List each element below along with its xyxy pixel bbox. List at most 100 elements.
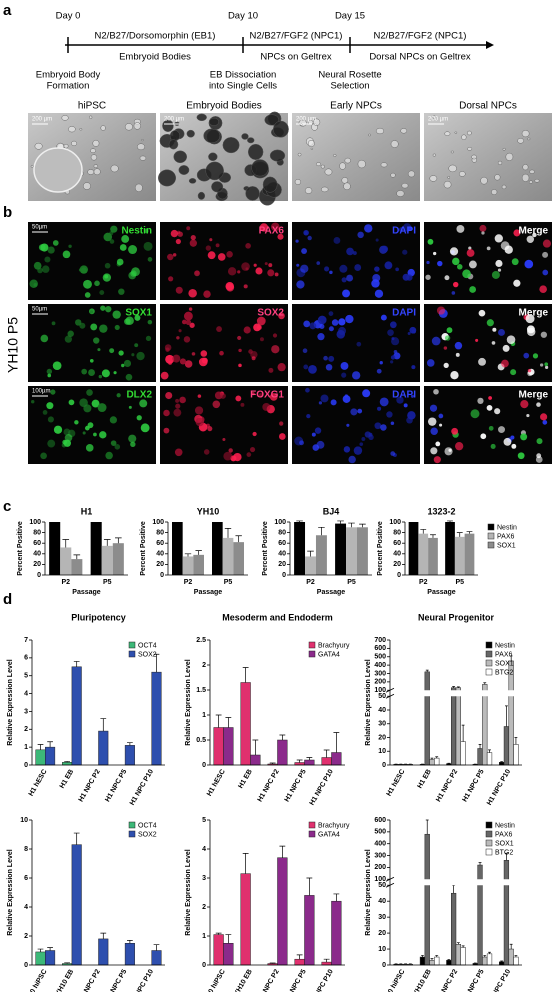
- bar: [294, 958, 305, 966]
- cell: [165, 392, 173, 400]
- cell: [128, 405, 132, 409]
- y-tick-label: 0: [202, 762, 206, 769]
- cell: [215, 243, 220, 248]
- cell: [318, 401, 323, 405]
- texture: [251, 159, 269, 177]
- bar: [499, 762, 505, 766]
- cell: [179, 396, 186, 404]
- cell: [342, 289, 351, 298]
- legend-swatch: [485, 650, 493, 658]
- bar: [428, 537, 438, 575]
- cell: [526, 413, 530, 418]
- fluorescence-image: [292, 222, 420, 300]
- day-label: Day 10: [228, 11, 258, 22]
- texture: [134, 183, 143, 192]
- cell: [165, 354, 175, 364]
- texture: [63, 143, 69, 149]
- cell: [523, 352, 530, 359]
- bar: [213, 934, 224, 966]
- bar: [356, 527, 368, 575]
- texture: [467, 146, 473, 151]
- stain-label: Merge: [519, 390, 549, 401]
- cell: [238, 348, 242, 353]
- cell: [103, 232, 113, 242]
- bar: [408, 522, 419, 575]
- bar: [482, 684, 488, 766]
- x-tick-label: H1 NPC P5: [284, 768, 308, 803]
- cell: [331, 319, 339, 326]
- legend-swatch: [308, 641, 316, 649]
- cell: [338, 318, 346, 326]
- cell: [341, 372, 347, 378]
- bar: [482, 956, 488, 966]
- cell: [40, 452, 47, 460]
- legend-label: OCT4: [138, 822, 157, 829]
- y-axis-label: Percent Positive: [262, 521, 269, 576]
- cell: [219, 350, 224, 356]
- y-tick-label: 0: [382, 762, 386, 769]
- cell: [164, 344, 172, 351]
- y-tick-label: 300: [374, 852, 386, 859]
- cell: [438, 413, 444, 419]
- scale-bar-label: 50µm: [32, 225, 47, 231]
- cell: [186, 226, 191, 231]
- texture: [396, 190, 405, 197]
- y-axis-label: Relative Expression Level: [365, 659, 372, 745]
- texture: [264, 114, 280, 126]
- cell: [190, 234, 196, 241]
- error-bar: [461, 724, 465, 742]
- cell: [46, 402, 54, 410]
- bar: [304, 895, 315, 966]
- texture: [432, 153, 437, 157]
- texture: [30, 165, 34, 168]
- texture: [186, 129, 195, 138]
- cell: [498, 328, 505, 336]
- texture: [368, 133, 371, 137]
- cell: [272, 333, 278, 338]
- cell: [220, 393, 226, 399]
- cell: [136, 415, 142, 421]
- cell: [99, 290, 105, 295]
- legend-label: Nestin: [495, 642, 515, 649]
- bar: [240, 873, 251, 966]
- cell: [328, 355, 335, 362]
- stain-label: Merge: [519, 308, 549, 319]
- cell: [128, 271, 137, 280]
- legend-swatch: [487, 523, 495, 531]
- cell: [109, 348, 115, 354]
- cell: [191, 352, 196, 356]
- cell: [172, 354, 181, 363]
- y-tick-label: 100: [374, 687, 386, 694]
- cell: [468, 246, 472, 250]
- y-tick-label: 3: [202, 875, 206, 882]
- texture: [380, 162, 388, 168]
- bar: [182, 556, 194, 575]
- y-tick-label: 0: [24, 962, 28, 969]
- cell: [89, 358, 94, 363]
- texture: [467, 130, 472, 136]
- bar: [222, 537, 234, 575]
- error-bar: [103, 539, 111, 546]
- cell: [344, 394, 349, 398]
- x-tick-label: H1 NPC P2: [257, 768, 281, 803]
- cell: [325, 363, 333, 371]
- cell: [433, 456, 441, 464]
- bar: [45, 746, 56, 766]
- error-bar: [488, 951, 491, 954]
- error-bar: [296, 954, 303, 960]
- y-tick-label: 0: [382, 962, 386, 969]
- error-bar: [114, 537, 122, 544]
- cell: [243, 326, 251, 334]
- scale-bar-label: 100µm: [32, 389, 50, 395]
- cell: [511, 258, 519, 266]
- cell: [443, 362, 449, 369]
- texture: [158, 169, 176, 187]
- cell: [175, 238, 181, 245]
- cell: [178, 329, 182, 333]
- legend-swatch: [485, 839, 493, 847]
- cell: [492, 327, 497, 332]
- cell: [212, 400, 221, 409]
- bar: [486, 953, 493, 966]
- cell: [163, 409, 170, 417]
- texture: [173, 150, 188, 164]
